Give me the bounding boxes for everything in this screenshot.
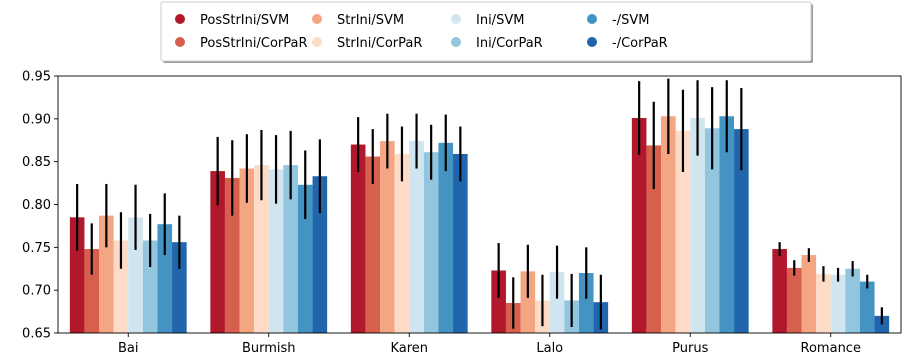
bar — [224, 177, 240, 333]
legend-label: -/SVM — [612, 13, 649, 28]
legend-label: StrIni/CorPaR — [337, 36, 422, 51]
bar — [157, 224, 173, 333]
axes-layer: 0.65 0.70 0.75 0.80 0.85 0.90 0.95 Bai Burmish Ka… — [22, 70, 902, 356]
bar — [84, 249, 100, 333]
bar — [99, 215, 114, 333]
legend-label: -/CorPaR — [612, 36, 668, 51]
bar — [646, 145, 662, 333]
bar — [128, 217, 143, 333]
bar — [438, 142, 454, 333]
bar — [423, 152, 439, 333]
bar — [816, 273, 831, 333]
bar — [239, 168, 255, 333]
bars-layer — [69, 116, 890, 333]
x-tick-label: Lalo — [536, 341, 563, 356]
x-tick-label: Bai — [118, 341, 139, 356]
y-tick-label: 0.75 — [22, 241, 51, 256]
bar — [254, 165, 269, 333]
bar — [734, 129, 749, 333]
bar — [268, 169, 284, 333]
x-tick-label: Burmish — [242, 341, 296, 356]
error-bars-layer — [76, 78, 883, 330]
bar — [297, 184, 313, 333]
bar — [859, 281, 875, 333]
bar — [578, 273, 594, 333]
bar — [801, 255, 817, 333]
bar — [704, 128, 720, 333]
y-tick-label: 0.80 — [22, 198, 51, 213]
bar — [520, 271, 536, 333]
legend-marker — [587, 14, 597, 24]
y-tick-label: 0.90 — [22, 112, 51, 127]
bar — [365, 156, 381, 333]
bar — [719, 116, 735, 333]
y-tick-label: 0.65 — [22, 327, 51, 342]
bar — [380, 141, 395, 333]
bar — [874, 315, 890, 333]
bar — [491, 270, 506, 333]
legend-marker — [451, 14, 461, 24]
bar — [172, 242, 187, 333]
legend-label: PosStrIni/CorPaR — [200, 36, 308, 51]
bar — [69, 217, 85, 333]
legend-marker — [587, 37, 597, 47]
bar — [394, 153, 410, 333]
x-tick-label: Karen — [390, 341, 428, 356]
bar — [786, 267, 802, 333]
bar — [830, 274, 846, 333]
y-tick-label: 0.85 — [22, 155, 51, 170]
y-tick-label: 0.70 — [22, 284, 51, 299]
legend-marker — [451, 37, 461, 47]
bar — [312, 176, 328, 333]
bar — [631, 117, 647, 333]
bar — [283, 165, 298, 333]
bar — [549, 272, 565, 333]
bar — [845, 268, 860, 333]
legend-label: PosStrIni/SVM — [200, 13, 289, 28]
legend-label: StrIni/SVM — [337, 13, 404, 28]
legend-label: Ini/SVM — [476, 13, 524, 28]
legend-marker — [312, 14, 322, 24]
bar — [661, 116, 676, 333]
bar — [690, 117, 705, 333]
legend-box — [160, 1, 812, 62]
x-tick-label: Romance — [801, 341, 861, 356]
y-tick-label: 0.95 — [22, 70, 51, 85]
bar — [453, 153, 468, 333]
bar — [772, 249, 787, 333]
bar — [350, 144, 366, 333]
legend-label: Ini/CorPaR — [476, 36, 543, 51]
bar — [142, 240, 158, 333]
legend-marker — [175, 37, 185, 47]
legend-marker — [312, 37, 322, 47]
bar — [210, 171, 225, 333]
legend: PosStrIni/SVM PosStrIni/CorPaR StrIni/SVM S… — [160, 1, 813, 63]
bar — [113, 240, 129, 333]
x-tick-label: Purus — [672, 341, 708, 356]
legend-marker — [175, 14, 185, 24]
bar — [675, 130, 691, 333]
bar — [409, 141, 424, 333]
